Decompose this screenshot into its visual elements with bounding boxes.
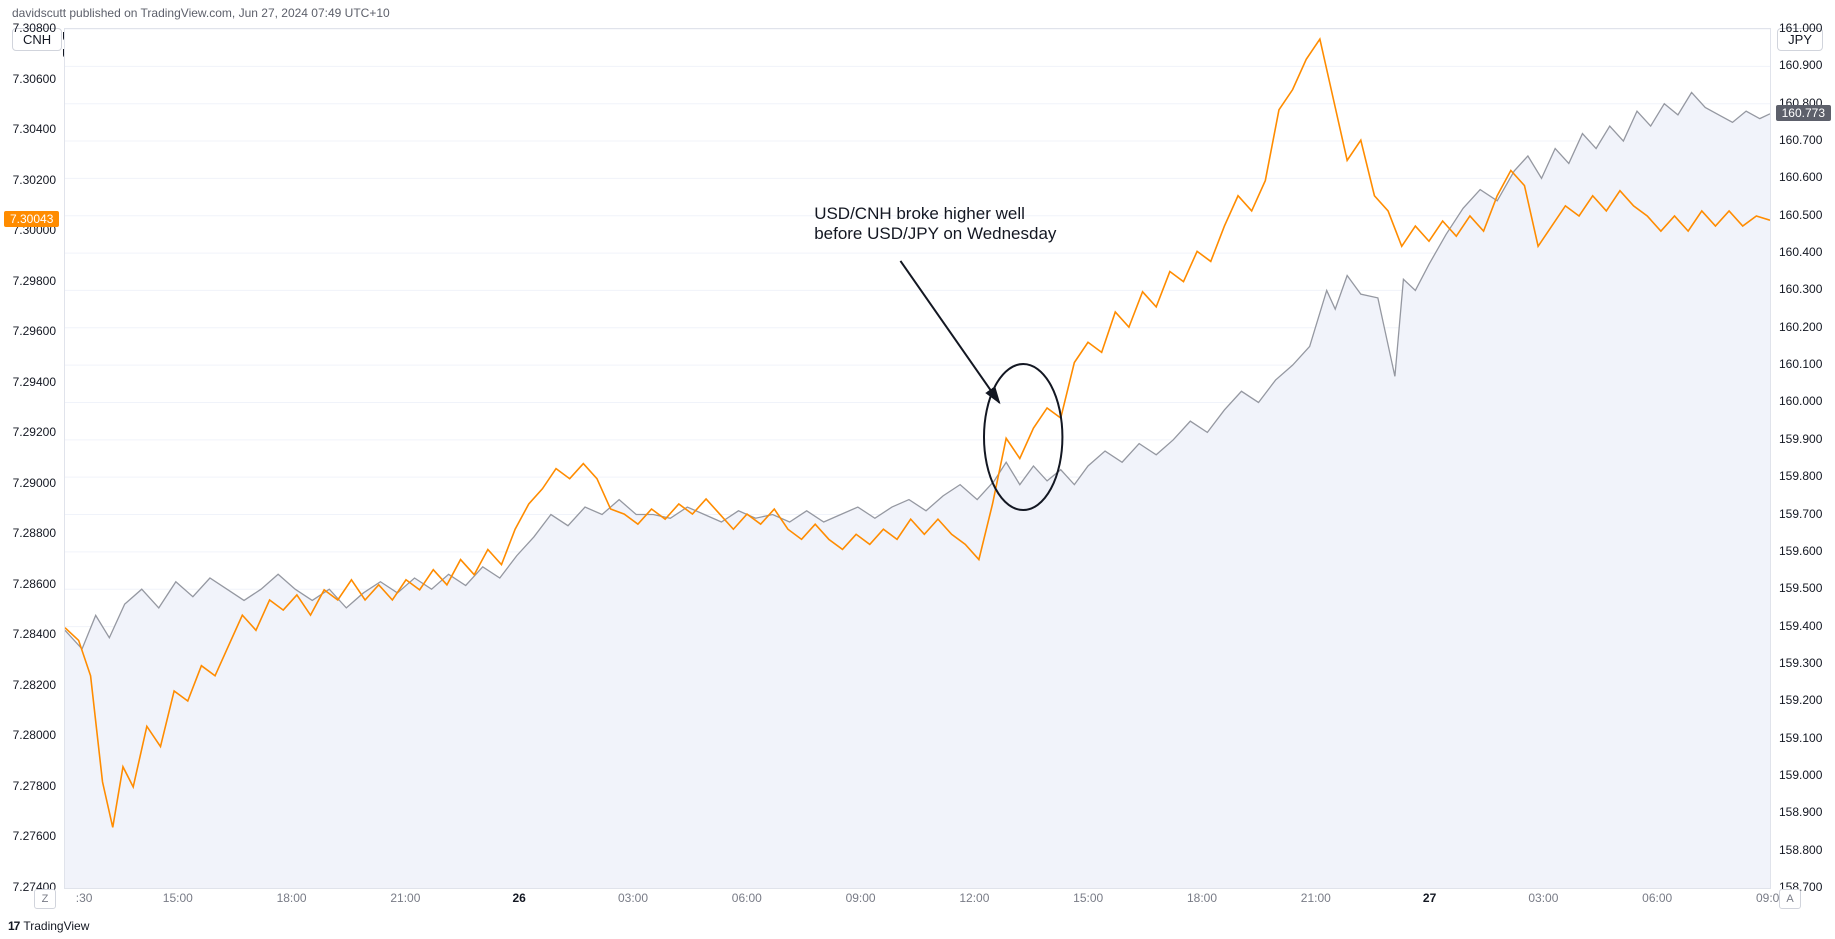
time-tick: 18:00 <box>1187 891 1217 905</box>
right-tick: 159.300 <box>1779 656 1835 670</box>
left-tick: 7.28000 <box>0 728 56 742</box>
time-tick: 27 <box>1423 891 1436 905</box>
left-tick: 7.28200 <box>0 678 56 692</box>
left-tick: 7.30400 <box>0 122 56 136</box>
time-tick: :30 <box>76 891 93 905</box>
time-tick: 06:00 <box>1642 891 1672 905</box>
right-tick: 160.700 <box>1779 133 1835 147</box>
time-tick: 12:00 <box>959 891 989 905</box>
right-tick: 159.200 <box>1779 693 1835 707</box>
time-tick: 21:00 <box>1301 891 1331 905</box>
right-tick: 159.800 <box>1779 469 1835 483</box>
time-tick: 26 <box>513 891 526 905</box>
left-tick: 7.30800 <box>0 21 56 35</box>
right-tick: 159.700 <box>1779 507 1835 521</box>
time-tick: 18:00 <box>277 891 307 905</box>
left-tick: 7.27600 <box>0 829 56 843</box>
right-tick: 159.000 <box>1779 768 1835 782</box>
left-tick: 7.29600 <box>0 324 56 338</box>
chart-root: davidscutt published on TradingView.com,… <box>0 0 1835 939</box>
right-tick: 158.800 <box>1779 843 1835 857</box>
logo-text: TradingView <box>23 919 89 933</box>
left-tick: 7.28600 <box>0 577 56 591</box>
right-tick: 159.400 <box>1779 619 1835 633</box>
left-tick: 7.30600 <box>0 72 56 86</box>
left-tick: 7.29800 <box>0 274 56 288</box>
right-tick: 160.000 <box>1779 394 1835 408</box>
logo-icon: 17 <box>8 919 19 933</box>
right-tick: 160.100 <box>1779 357 1835 371</box>
right-tick: 159.900 <box>1779 432 1835 446</box>
right-tick: 160.900 <box>1779 58 1835 72</box>
right-tick: 159.600 <box>1779 544 1835 558</box>
right-tick: 160.500 <box>1779 208 1835 222</box>
right-tick: 160.200 <box>1779 320 1835 334</box>
left-tick: 7.28400 <box>0 627 56 641</box>
right-tick: 159.500 <box>1779 581 1835 595</box>
right-tick: 160.600 <box>1779 170 1835 184</box>
auto-scale-button[interactable]: A <box>1779 889 1801 909</box>
right-price-tag: 160.773 <box>1776 105 1831 121</box>
timezone-button[interactable]: Z <box>34 889 56 909</box>
annotation-text: USD/CNH broke higher well before USD/JPY… <box>814 204 1056 244</box>
annotation-line2: before USD/JPY on Wednesday <box>814 224 1056 244</box>
time-tick: 15:00 <box>1073 891 1103 905</box>
right-tick: 161.000 <box>1779 21 1835 35</box>
right-tick: 160.400 <box>1779 245 1835 259</box>
left-tick: 7.28800 <box>0 526 56 540</box>
left-scale[interactable]: 7.274007.276007.278007.280007.282007.284… <box>0 28 64 889</box>
time-tick: 09:00 <box>846 891 876 905</box>
time-tick: 21:00 <box>390 891 420 905</box>
left-tick: 7.30200 <box>0 173 56 187</box>
time-tick: 03:00 <box>618 891 648 905</box>
left-price-tag: 7.30043 <box>4 211 59 227</box>
right-scale[interactable]: 158.700158.800158.900159.000159.100159.2… <box>1771 28 1835 889</box>
time-tick: 15:00 <box>163 891 193 905</box>
right-tick: 159.100 <box>1779 731 1835 745</box>
tradingview-logo[interactable]: 17 TradingView <box>8 919 89 933</box>
time-tick: 03:00 <box>1528 891 1558 905</box>
left-tick: 7.29400 <box>0 375 56 389</box>
publisher-line: davidscutt published on TradingView.com,… <box>12 6 390 20</box>
time-tick: 06:00 <box>732 891 762 905</box>
left-tick: 7.27800 <box>0 779 56 793</box>
left-tick: 7.29000 <box>0 476 56 490</box>
left-tick: 7.29200 <box>0 425 56 439</box>
right-tick: 160.300 <box>1779 282 1835 296</box>
annotation-line1: USD/CNH broke higher well <box>814 204 1056 224</box>
right-tick: 158.900 <box>1779 805 1835 819</box>
chart-pane[interactable] <box>64 28 1771 889</box>
time-axis[interactable]: :30 15:00 18:00 21:00 26 03:00 06:00 09:00 12:00… <box>64 889 1771 909</box>
